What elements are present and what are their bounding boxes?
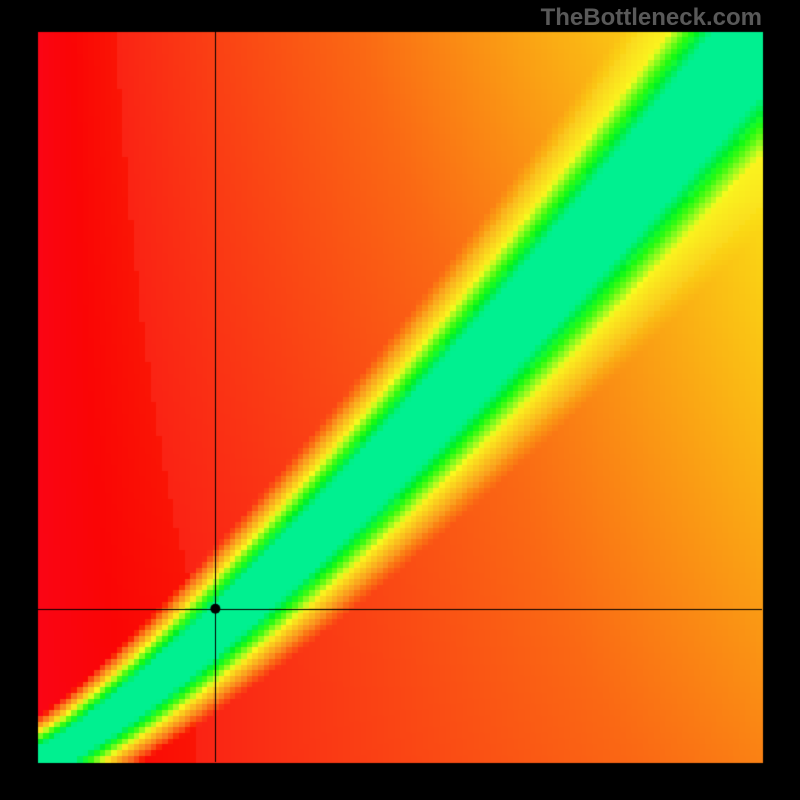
watermark-text: TheBottleneck.com	[541, 4, 762, 32]
chart-container: TheBottleneck.com	[0, 0, 800, 800]
heatmap-canvas	[0, 0, 800, 800]
